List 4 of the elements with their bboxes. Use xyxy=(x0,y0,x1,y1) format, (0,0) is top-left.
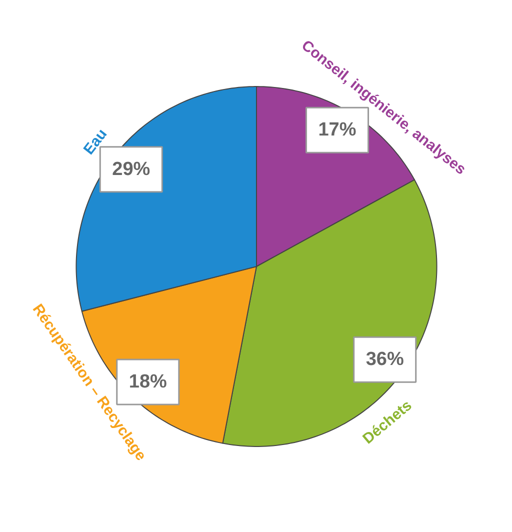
data-label: 36% xyxy=(366,349,404,370)
data-label: 18% xyxy=(128,371,168,392)
slice-label: Eau xyxy=(80,126,111,158)
data-label: 29% xyxy=(112,158,150,180)
